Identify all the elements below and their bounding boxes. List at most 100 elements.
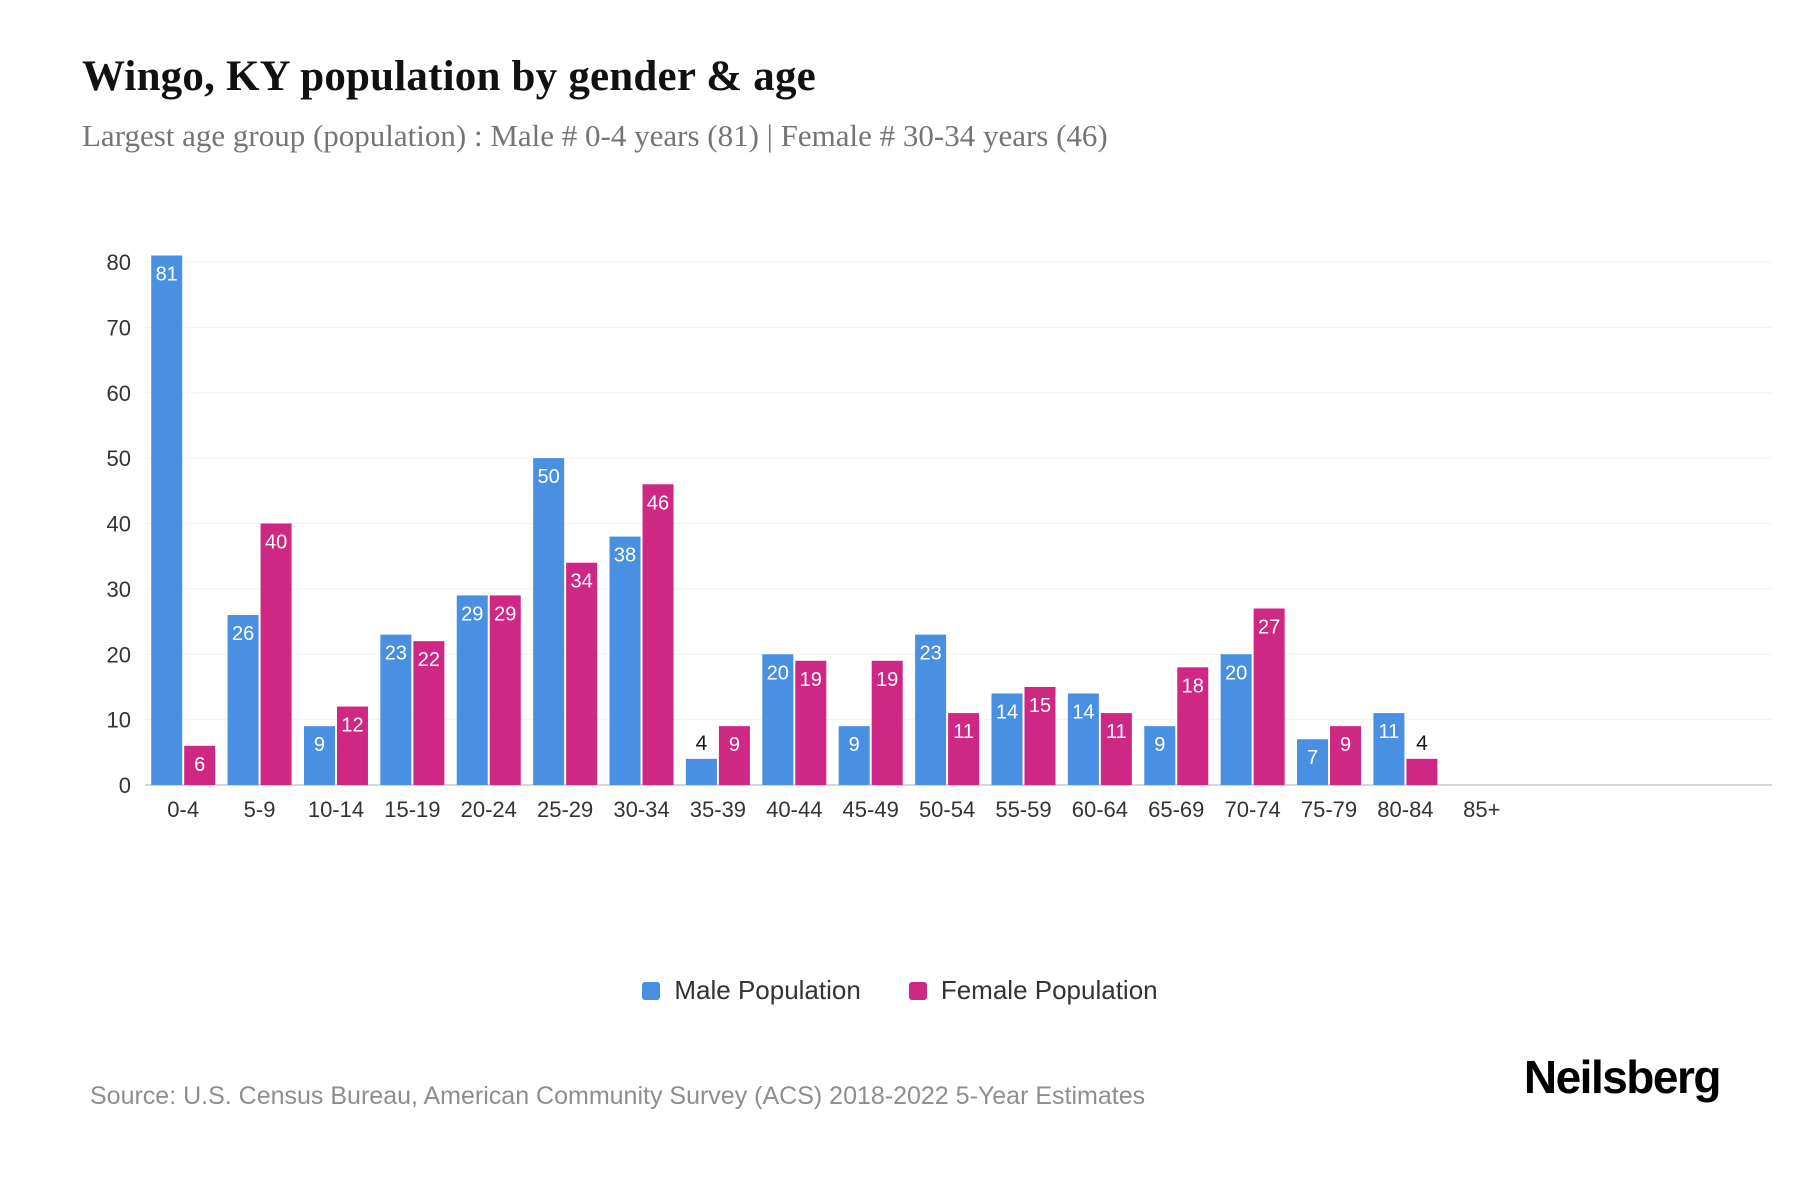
x-tick-label: 85+	[1463, 797, 1500, 822]
bar-male-65-69	[1144, 726, 1176, 785]
x-tick-label: 45-49	[843, 797, 899, 822]
bar-male-40-44	[762, 654, 794, 785]
bar-male-25-29	[533, 458, 565, 785]
chart-title: Wingo, KY population by gender & age	[82, 53, 816, 100]
female-legend-swatch	[908, 981, 927, 1000]
y-tick-label: 20	[107, 642, 131, 667]
bar-male-15-19	[380, 634, 412, 785]
male-legend-swatch	[642, 981, 661, 1000]
bar-value-male-55-59: 14	[996, 701, 1018, 723]
x-tick-label: 35-39	[690, 797, 746, 822]
bar-male-45-49	[838, 726, 870, 785]
bar-female-0-4	[184, 745, 216, 785]
bar-female-80-84	[1406, 758, 1438, 785]
bar-female-65-69	[1177, 667, 1209, 785]
bar-male-50-54	[915, 634, 947, 785]
bar-female-10-14	[336, 706, 368, 785]
bar-value-female-55-59: 15	[1029, 695, 1051, 717]
bar-female-25-29	[566, 562, 598, 785]
legend: Male Population Female Population	[0, 975, 1800, 1006]
bar-value-male-45-49: 9	[849, 734, 860, 756]
y-tick-label: 50	[107, 446, 131, 471]
legend-item-female: Female Population	[908, 975, 1158, 1006]
bar-value-female-75-79: 9	[1340, 734, 1351, 756]
chart-subtitle: Largest age group (population) : Male # …	[82, 118, 1108, 153]
bar-value-female-5-9: 40	[265, 532, 287, 554]
bar-value-female-45-49: 19	[876, 669, 898, 691]
bar-value-female-60-64: 11	[1106, 721, 1127, 743]
bar-male-30-34	[609, 536, 641, 785]
bar-value-male-65-69: 9	[1154, 734, 1165, 756]
x-tick-label: 25-29	[537, 797, 593, 822]
bar-value-male-5-9: 26	[232, 623, 254, 645]
bar-value-male-10-14: 9	[314, 734, 325, 756]
bar-value-female-80-84: 4	[1416, 732, 1428, 755]
bar-value-female-40-44: 19	[800, 669, 822, 691]
bar-male-0-4	[151, 255, 183, 785]
bar-value-male-50-54: 23	[919, 643, 941, 665]
x-tick-label: 15-19	[384, 797, 440, 822]
bar-female-20-24	[489, 595, 521, 785]
bar-male-20-24	[456, 595, 488, 785]
x-tick-label: 50-54	[919, 797, 975, 822]
bar-value-male-70-74: 20	[1225, 662, 1247, 684]
y-tick-label: 70	[107, 315, 131, 340]
bar-female-15-19	[413, 641, 445, 785]
legend-item-male: Male Population	[642, 975, 861, 1006]
bar-value-female-35-39: 9	[729, 734, 740, 756]
neilsberg-logo: Neilsberg	[1523, 1051, 1722, 1103]
y-tick-label: 40	[107, 512, 131, 537]
y-tick-label: 10	[107, 708, 131, 733]
bar-value-female-0-4: 6	[194, 754, 205, 776]
x-tick-label: 10-14	[308, 797, 364, 822]
x-tick-label: 70-74	[1224, 797, 1280, 822]
bar-value-male-40-44: 20	[767, 662, 789, 684]
y-tick-label: 0	[119, 773, 131, 798]
bar-female-5-9	[260, 523, 292, 785]
x-tick-label: 80-84	[1377, 797, 1433, 822]
bar-value-male-15-19: 23	[385, 643, 407, 665]
male-legend-label: Male Population	[674, 975, 861, 1005]
bar-value-female-15-19: 22	[418, 649, 440, 671]
bar-female-35-39	[718, 726, 750, 785]
bar-value-female-10-14: 12	[341, 715, 363, 737]
bar-male-35-39	[685, 758, 717, 785]
bar-female-40-44	[795, 660, 827, 785]
bar-female-75-79	[1330, 726, 1362, 785]
bar-female-50-54	[948, 713, 980, 785]
bar-male-75-79	[1297, 739, 1329, 785]
bar-value-male-80-84: 11	[1379, 721, 1400, 743]
bar-value-male-20-24: 29	[461, 603, 483, 625]
bar-female-70-74	[1253, 608, 1285, 785]
bar-value-female-50-54: 11	[953, 721, 974, 743]
x-tick-label: 55-59	[995, 797, 1051, 822]
x-tick-label: 0-4	[167, 797, 199, 822]
bar-value-male-35-39: 4	[696, 732, 708, 755]
bar-male-55-59	[991, 693, 1023, 785]
bar-value-male-30-34: 38	[614, 545, 636, 567]
bar-male-5-9	[227, 615, 259, 785]
x-tick-label: 60-64	[1072, 797, 1128, 822]
female-legend-label: Female Population	[940, 975, 1158, 1005]
population-bar-chart: 0 10 20 30 40 50 60 70 80 0-4 81 6 5-9 26 40 10-14 9 12 15…	[107, 250, 1772, 822]
source-attribution: Source: U.S. Census Bureau, American Com…	[90, 1082, 1146, 1110]
bar-value-female-30-34: 46	[647, 492, 669, 514]
bar-female-55-59	[1024, 686, 1056, 785]
bar-value-female-25-29: 34	[571, 571, 593, 593]
bar-male-60-64	[1067, 693, 1099, 785]
x-tick-label: 40-44	[766, 797, 822, 822]
bar-value-male-60-64: 14	[1072, 701, 1094, 723]
bar-value-female-70-74: 27	[1258, 616, 1280, 638]
bar-male-10-14	[303, 726, 335, 785]
bar-value-male-0-4: 81	[156, 263, 178, 285]
y-tick-label: 30	[107, 577, 131, 602]
y-tick-label: 60	[107, 381, 131, 406]
bar-female-60-64	[1100, 713, 1132, 785]
bar-male-80-84	[1373, 713, 1405, 785]
bar-value-male-25-29: 50	[538, 466, 560, 488]
x-tick-label: 30-34	[613, 797, 669, 822]
x-tick-label: 65-69	[1148, 797, 1204, 822]
bar-value-female-65-69: 18	[1182, 675, 1204, 697]
bar-female-30-34	[642, 484, 674, 785]
